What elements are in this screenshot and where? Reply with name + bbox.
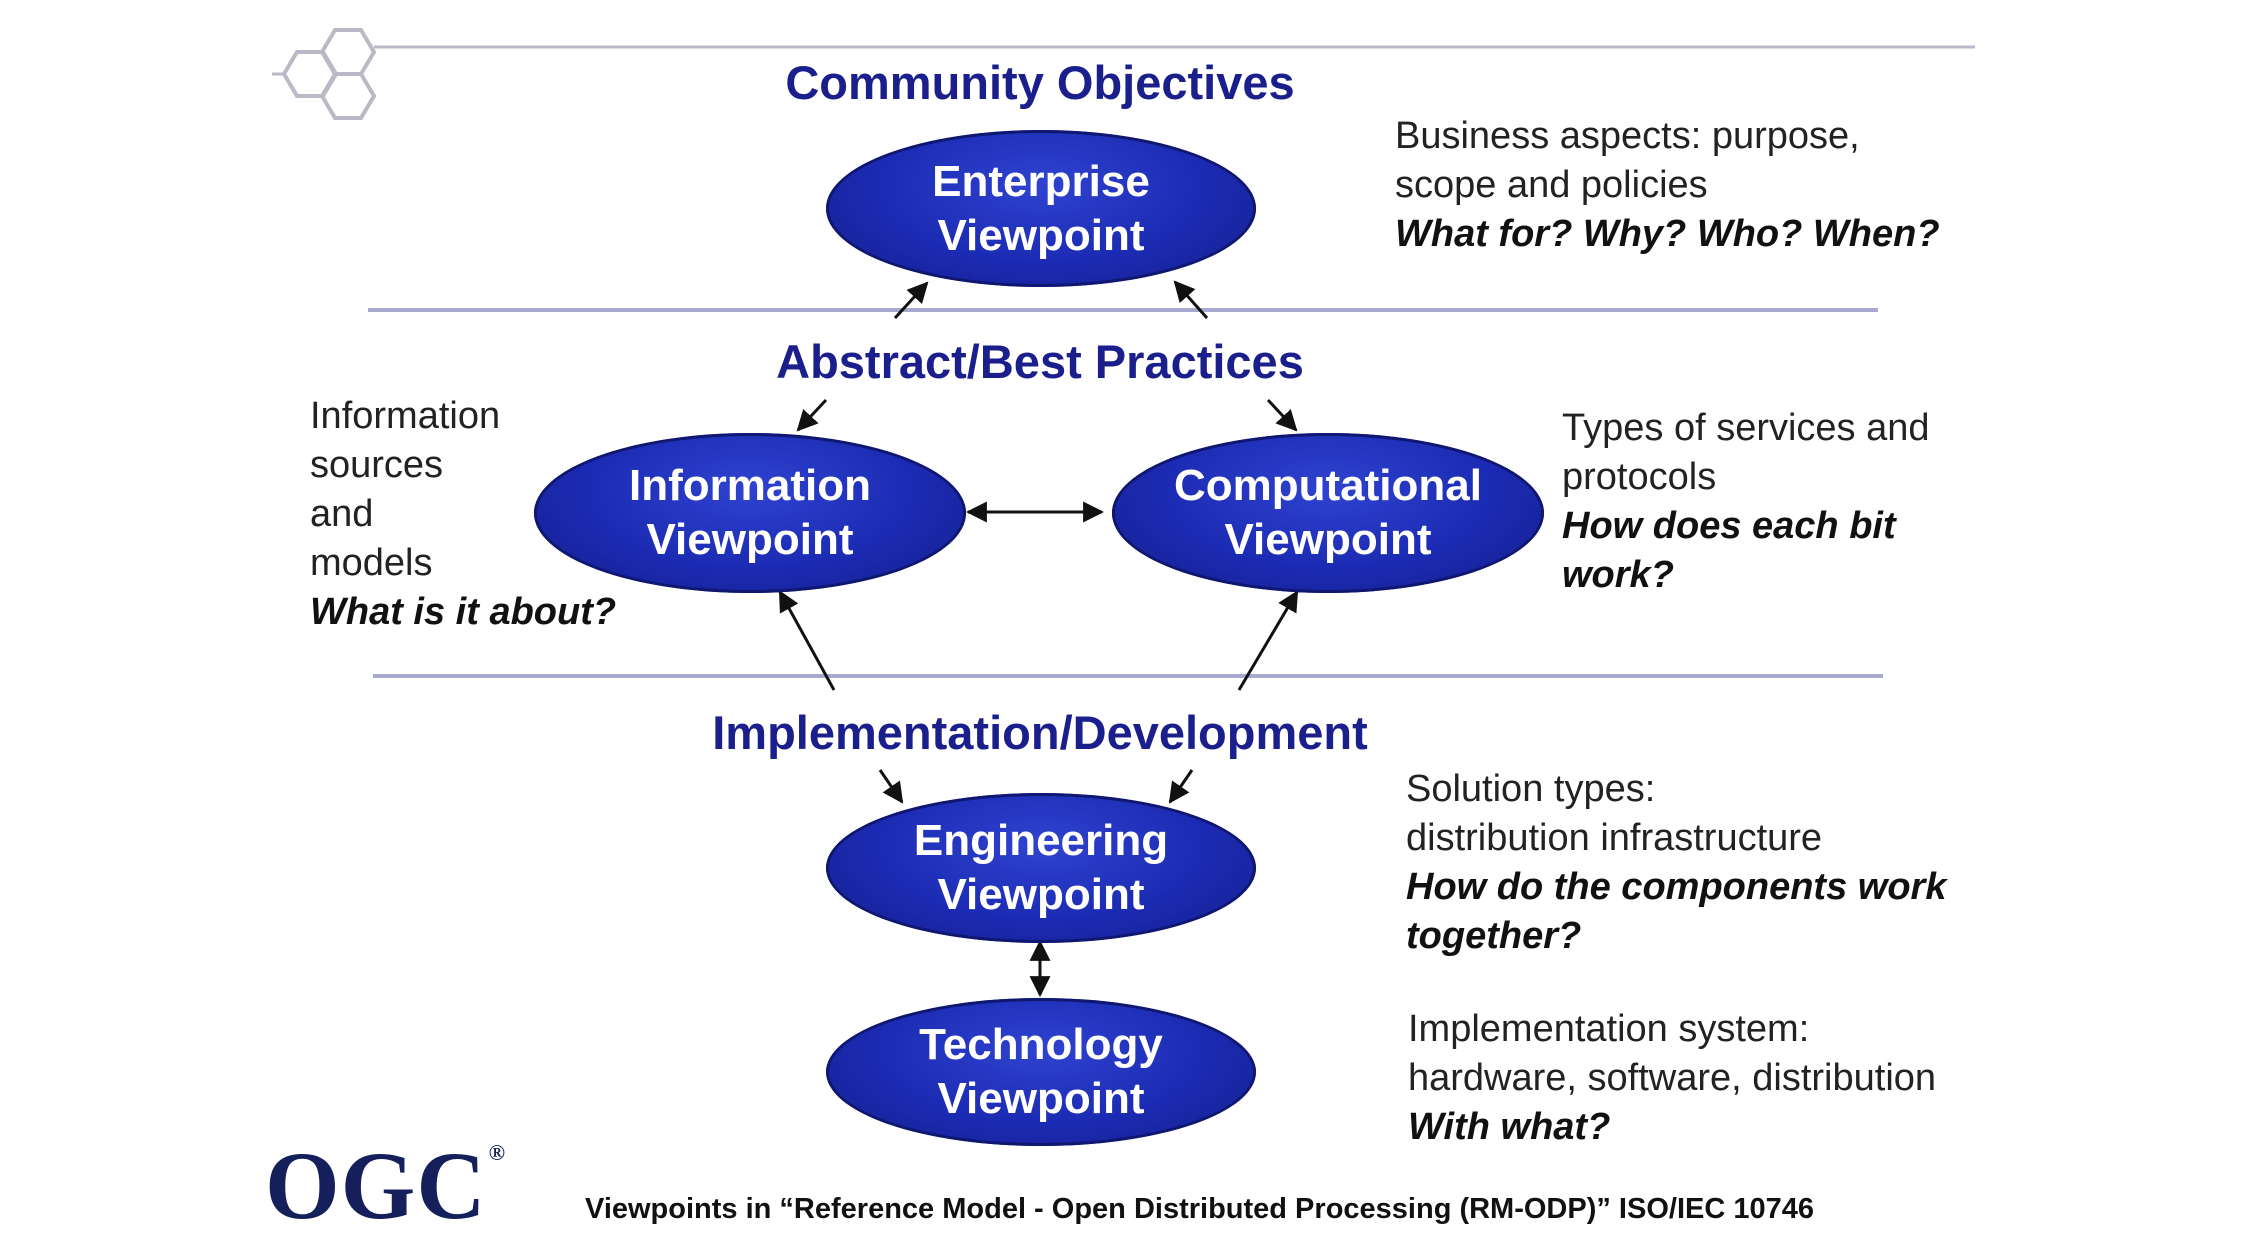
- information-description-line-4: models: [310, 542, 433, 584]
- technology-viewpoint-line-1: Technology: [919, 1020, 1163, 1069]
- diagram-caption: Viewpoints in “Reference Model - Open Di…: [585, 1193, 1814, 1225]
- information-description-line-3: and: [310, 493, 374, 535]
- arrow-to-engineering-right: [1168, 769, 1194, 804]
- information-viewpoint-line-2: Viewpoint: [646, 515, 854, 564]
- arrow-up-to-information: [778, 590, 836, 691]
- engineering-viewpoint-line-1: Engineering: [913, 816, 1169, 865]
- engineering-description: Solution types: distribution infrastruct…: [1406, 765, 2046, 961]
- engineering-question-line-2: together?: [1406, 915, 1582, 957]
- technology-viewpoint-line-2: Viewpoint: [937, 1074, 1145, 1123]
- engineering-description-line-2: distribution infrastructure: [1406, 817, 1823, 859]
- enterprise-viewpoint-line-1: Enterprise: [932, 156, 1150, 206]
- engineering-viewpoint-line-2: Viewpoint: [937, 870, 1145, 919]
- enterprise-description: Business aspects: purpose, scope and pol…: [1395, 112, 2035, 259]
- enterprise-description-line-2: scope and policies: [1395, 164, 1708, 206]
- information-description-line-2: sources: [310, 444, 444, 486]
- enterprise-viewpoint: Enterprise Viewpoint: [826, 130, 1256, 287]
- ogc-logo-text: OGC: [265, 1132, 487, 1239]
- arrow-to-engineering-left: [878, 769, 904, 804]
- computational-description-line-2: protocols: [1562, 456, 1717, 498]
- information-description: Information sources and models What is i…: [310, 392, 690, 637]
- computational-description-line-1: Types of services and: [1562, 407, 1930, 449]
- technology-question: With what?: [1408, 1106, 1611, 1148]
- registered-mark: ®: [488, 1140, 507, 1165]
- arrow-up-to-computational: [1237, 590, 1299, 691]
- technology-description: Implementation system: hardware, softwar…: [1408, 1005, 2048, 1152]
- enterprise-viewpoint-line-2: Viewpoint: [937, 210, 1145, 260]
- section-title-community: Community Objectives: [785, 56, 1295, 109]
- ogc-logo: OGC®: [265, 1130, 506, 1241]
- hexagon-cluster-icon: [281, 28, 377, 120]
- arrow-to-computational-top: [1266, 398, 1298, 432]
- arrow-to-information-top: [796, 398, 828, 432]
- technology-description-line-2: hardware, software, distribution: [1408, 1057, 1937, 1099]
- arrow-to-enterprise-right: [1173, 280, 1209, 319]
- engineering-viewpoint: Engineering Viewpoint: [826, 793, 1256, 943]
- section-title-implementation: Implementation/Development: [712, 706, 1368, 759]
- technology-viewpoint: Technology Viewpoint: [826, 998, 1256, 1146]
- computational-viewpoint-line-1: Computational: [1174, 461, 1482, 510]
- engineering-description-line-1: Solution types:: [1406, 768, 1656, 810]
- information-description-line-1: Information: [310, 395, 501, 437]
- enterprise-description-line-1: Business aspects: purpose,: [1395, 115, 1860, 157]
- computational-viewpoint-line-2: Viewpoint: [1224, 515, 1432, 564]
- enterprise-question: What for? Why? Who? When?: [1395, 213, 1940, 255]
- information-viewpoint: Information Viewpoint: [534, 433, 966, 593]
- arrow-to-enterprise-left: [893, 281, 929, 320]
- computational-viewpoint: Computational Viewpoint: [1112, 433, 1544, 593]
- computational-question-line-2: work?: [1562, 554, 1674, 596]
- computational-description: Types of services and protocols How does…: [1562, 404, 2042, 600]
- technology-description-line-1: Implementation system:: [1408, 1008, 1810, 1050]
- engineering-question-line-1: How do the components work: [1406, 866, 1947, 908]
- information-viewpoint-line-1: Information: [629, 461, 871, 510]
- section-title-abstract: Abstract/Best Practices: [776, 335, 1304, 388]
- information-question: What is it about?: [310, 591, 617, 633]
- computational-question-line-1: How does each bit: [1562, 505, 1896, 547]
